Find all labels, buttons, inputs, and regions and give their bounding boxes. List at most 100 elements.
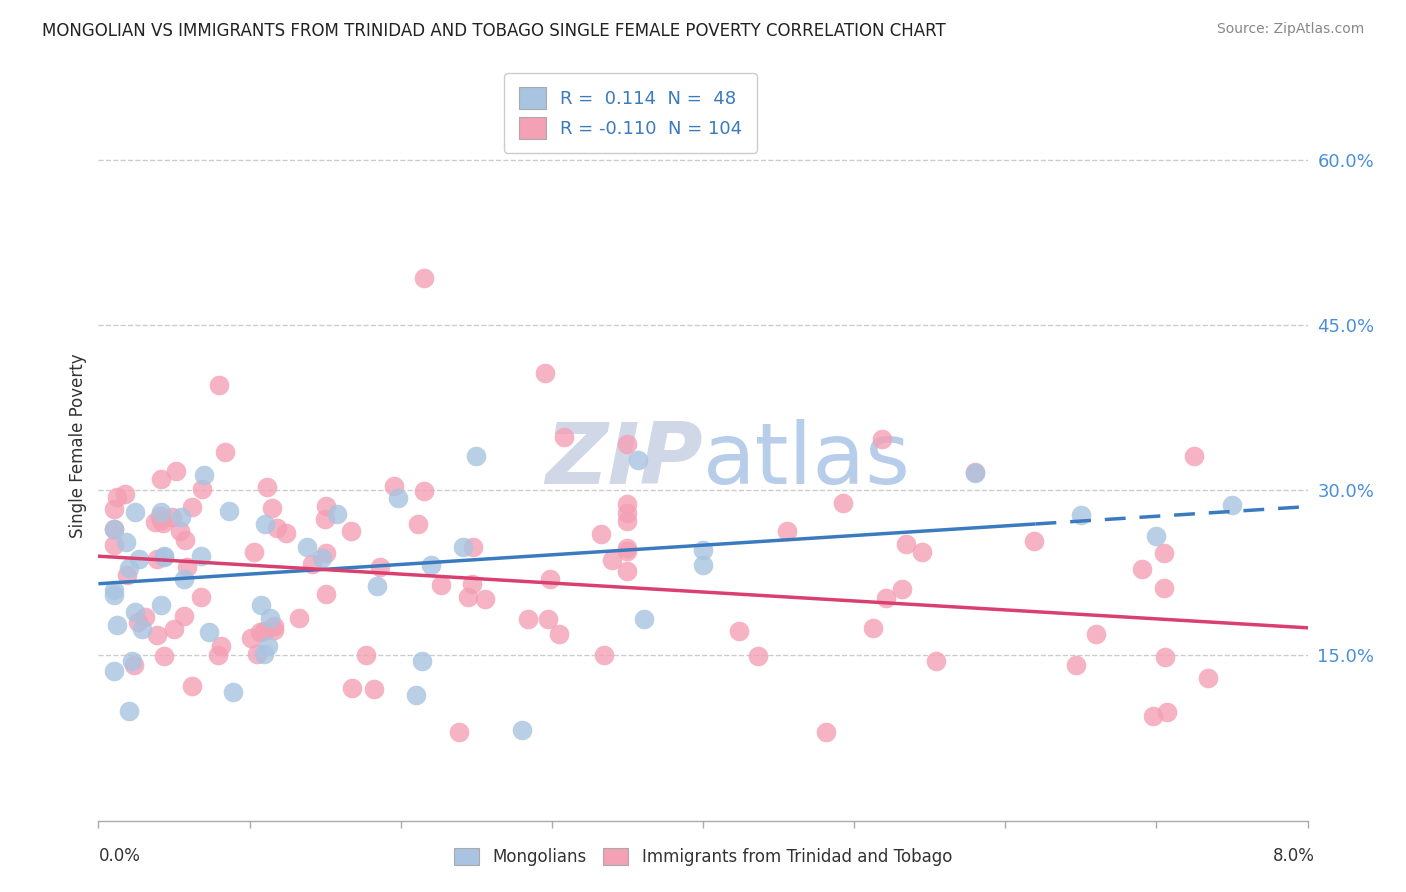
Point: [253, 647, 276, 661]
Text: Source: ZipAtlas.com: Source: ZipAtlas.com: [1216, 22, 1364, 37]
Point: [257, 639, 280, 653]
Point: [616, 515, 638, 529]
Point: [266, 521, 288, 535]
Point: [170, 509, 193, 524]
Point: [103, 523, 125, 537]
Point: [149, 472, 172, 486]
Point: [387, 491, 409, 506]
Point: [243, 545, 266, 559]
Point: [169, 524, 191, 539]
Point: [366, 579, 388, 593]
Point: [181, 679, 204, 693]
Point: [118, 561, 141, 575]
Point: [190, 590, 212, 604]
Text: ZIP: ZIP: [546, 419, 703, 502]
Point: [616, 436, 638, 450]
Point: [146, 628, 169, 642]
Point: [180, 500, 202, 514]
Point: [114, 534, 136, 549]
Point: [1142, 709, 1164, 723]
Point: [103, 588, 125, 602]
Point: [153, 649, 176, 664]
Point: [627, 452, 650, 467]
Point: [149, 598, 172, 612]
Point: [1154, 649, 1177, 664]
Point: [368, 559, 391, 574]
Legend: R =  0.114  N =  48, R = -0.110  N = 104: R = 0.114 N = 48, R = -0.110 N = 104: [505, 73, 756, 153]
Point: [127, 615, 149, 629]
Point: [356, 648, 378, 663]
Point: [363, 682, 385, 697]
Point: [297, 540, 319, 554]
Point: [1182, 449, 1205, 463]
Point: [1156, 705, 1178, 719]
Point: [301, 558, 323, 572]
Point: [891, 582, 914, 597]
Point: [152, 516, 174, 531]
Point: [412, 484, 434, 499]
Point: [875, 591, 897, 605]
Point: [193, 468, 215, 483]
Point: [315, 546, 337, 560]
Point: [633, 612, 655, 626]
Point: [925, 654, 948, 668]
Point: [510, 723, 533, 737]
Point: [250, 598, 273, 612]
Point: [117, 568, 139, 582]
Point: [747, 649, 769, 664]
Point: [1084, 626, 1107, 640]
Point: [103, 522, 125, 536]
Point: [150, 505, 173, 519]
Text: atlas: atlas: [703, 419, 911, 502]
Point: [145, 516, 167, 530]
Point: [262, 500, 284, 515]
Point: [1024, 533, 1046, 548]
Point: [616, 506, 638, 520]
Point: [965, 467, 987, 481]
Point: [114, 487, 136, 501]
Point: [692, 543, 714, 558]
Point: [872, 432, 894, 446]
Point: [616, 564, 638, 578]
Point: [153, 549, 176, 564]
Point: [146, 551, 169, 566]
Point: [430, 578, 453, 592]
Point: [256, 479, 278, 493]
Point: [1153, 581, 1175, 595]
Point: [246, 647, 269, 661]
Point: [538, 573, 561, 587]
Point: [862, 621, 884, 635]
Point: [249, 624, 271, 639]
Point: [1197, 671, 1219, 685]
Point: [209, 639, 232, 653]
Point: [207, 648, 229, 662]
Point: [103, 664, 125, 678]
Point: [692, 558, 714, 572]
Point: [537, 612, 560, 626]
Point: [616, 497, 638, 511]
Point: [274, 526, 297, 541]
Point: [616, 544, 638, 558]
Point: [103, 583, 125, 598]
Point: [124, 504, 146, 518]
Point: [534, 366, 557, 380]
Point: [190, 549, 212, 563]
Point: [326, 507, 349, 521]
Point: [103, 501, 125, 516]
Point: [105, 490, 128, 504]
Point: [1070, 508, 1092, 523]
Point: [548, 627, 571, 641]
Point: [1153, 545, 1175, 559]
Point: [134, 610, 156, 624]
Point: [412, 271, 434, 285]
Point: [461, 577, 484, 591]
Point: [222, 684, 245, 698]
Point: [103, 538, 125, 552]
Point: [131, 622, 153, 636]
Point: [1220, 499, 1243, 513]
Point: [1064, 658, 1087, 673]
Point: [176, 560, 198, 574]
Point: [163, 622, 186, 636]
Point: [150, 513, 173, 527]
Point: [149, 508, 172, 523]
